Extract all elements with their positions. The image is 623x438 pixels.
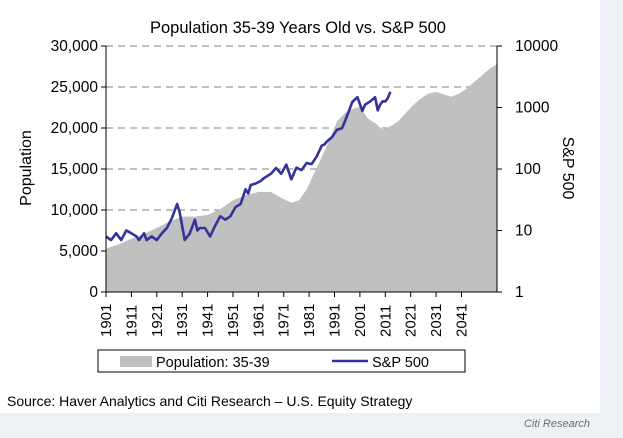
x-tick-label: 2001 xyxy=(352,304,369,337)
left-tick-label: 20,000 xyxy=(51,120,99,137)
x-tick-label: 1961 xyxy=(250,304,267,337)
x-tick-label: 1981 xyxy=(301,304,318,337)
x-tick-label: 1991 xyxy=(327,304,344,337)
x-tick-label: 1911 xyxy=(123,305,140,337)
chart: Population 35-39 Years Old vs. S&P 500 0… xyxy=(18,19,576,373)
chart-title: Population 35-39 Years Old vs. S&P 500 xyxy=(150,19,446,37)
legend: Population: 35-39 S&P 500 xyxy=(97,349,466,373)
right-tick-label: 10000 xyxy=(515,38,558,55)
footer-brand: Citi Research xyxy=(523,418,590,430)
page-footer-band xyxy=(0,413,600,438)
legend-label-population: Population: 35-39 xyxy=(156,355,270,371)
left-axis-label: Population xyxy=(18,130,35,206)
left-tick-label: 15,000 xyxy=(51,161,99,178)
legend-swatch-population xyxy=(120,356,152,367)
x-tick-label: 1971 xyxy=(276,304,293,337)
legend-box xyxy=(97,349,466,373)
x-tick-label: 2011 xyxy=(377,305,394,337)
x-tick-label: 2021 xyxy=(403,304,420,337)
legend-label-sp500: S&P 500 xyxy=(372,355,429,371)
left-tick-label: 0 xyxy=(89,284,98,301)
x-tick-label: 1901 xyxy=(98,304,115,337)
right-tick-label: 100 xyxy=(515,161,541,178)
x-tick-label: 2031 xyxy=(428,304,445,337)
left-tick-label: 5,000 xyxy=(59,243,98,260)
left-tick-label: 30,000 xyxy=(51,38,99,55)
left-tick-label: 10,000 xyxy=(51,202,99,219)
right-tick-label: 10 xyxy=(515,223,533,240)
population-area xyxy=(106,64,497,292)
x-tick-label: 1951 xyxy=(225,304,242,337)
right-tick-label: 1000 xyxy=(515,100,550,117)
x-tick-label: 2041 xyxy=(453,304,470,337)
x-tick-label: 1941 xyxy=(200,304,217,337)
right-tick-label: 1 xyxy=(515,284,524,301)
x-tick-label: 1921 xyxy=(149,304,166,337)
source-note: Source: Haver Analytics and Citi Researc… xyxy=(7,393,413,409)
right-axis-label: S&P 500 xyxy=(559,137,576,200)
x-tick-label: 1931 xyxy=(174,304,191,337)
sp500-line xyxy=(105,91,392,242)
left-tick-label: 25,000 xyxy=(51,79,99,96)
page-right-band xyxy=(600,0,623,438)
